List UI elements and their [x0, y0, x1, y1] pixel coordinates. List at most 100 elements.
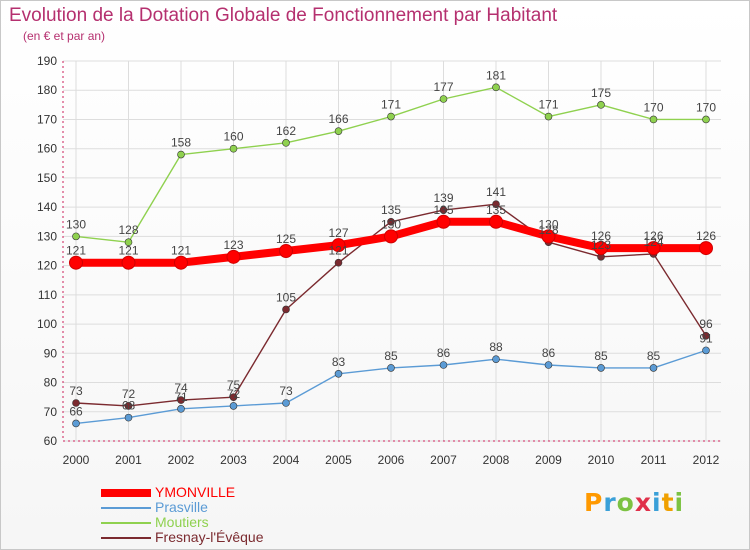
data-label: 85	[594, 349, 608, 363]
data-label: 127	[328, 226, 348, 240]
y-tick-label: 180	[37, 83, 57, 97]
data-label: 162	[276, 124, 296, 138]
data-label: 130	[66, 217, 86, 231]
legend-label: Prasville	[155, 499, 208, 515]
data-point	[702, 346, 710, 355]
data-point	[597, 101, 605, 109]
data-point	[121, 255, 136, 270]
legend-swatch	[101, 489, 151, 497]
data-point	[649, 115, 658, 124]
series-lines	[69, 83, 713, 428]
data-point	[699, 241, 713, 256]
data-label: 171	[381, 98, 401, 112]
data-point	[72, 419, 80, 428]
data-point	[436, 214, 451, 229]
data-point	[646, 241, 661, 256]
data-point	[384, 229, 398, 244]
data-label: 121	[66, 244, 86, 258]
data-label: 123	[591, 238, 611, 252]
data-label: 121	[171, 244, 191, 258]
data-point	[177, 405, 185, 413]
x-tick-label: 2001	[115, 453, 142, 467]
data-point	[174, 255, 188, 270]
y-tick-label: 150	[37, 171, 57, 185]
x-tick-label: 2006	[378, 453, 405, 467]
chart-subtitle: (en € et par an)	[23, 29, 106, 43]
data-point	[124, 413, 133, 422]
data-point	[72, 232, 80, 241]
legend-item: Moutiers	[101, 515, 361, 530]
data-label: 72	[227, 387, 241, 401]
data-label: 126	[643, 229, 663, 243]
x-tick-label: 2005	[325, 453, 352, 467]
data-label: 135	[381, 203, 401, 217]
x-tick-label: 2002	[168, 453, 195, 467]
legend-swatch	[101, 522, 151, 524]
data-point	[229, 393, 238, 401]
y-tick-label: 100	[37, 317, 57, 331]
data-point	[226, 249, 241, 264]
data-label: 160	[223, 130, 243, 144]
data-point	[387, 112, 395, 121]
data-label: 128	[538, 223, 558, 237]
data-label: 141	[486, 185, 506, 199]
y-tick-label: 170	[37, 112, 57, 126]
y-tick-label: 60	[44, 434, 58, 448]
data-point	[177, 150, 185, 159]
data-point	[702, 115, 710, 124]
proxiti-logo: Proxiti	[584, 488, 685, 517]
data-label: 125	[276, 232, 296, 246]
y-tick-label: 160	[37, 142, 57, 156]
data-label: 135	[486, 203, 506, 217]
y-tick-label: 80	[44, 376, 58, 390]
data-point	[282, 139, 290, 147]
data-label: 123	[223, 238, 243, 252]
data-label: 158	[171, 136, 191, 150]
data-label: 91	[699, 331, 713, 345]
data-label: 96	[699, 317, 713, 331]
data-point	[69, 255, 83, 270]
data-point	[229, 144, 238, 153]
data-label: 73	[69, 384, 83, 398]
x-tick-label: 2010	[588, 453, 615, 467]
data-label: 170	[696, 100, 716, 114]
data-point	[387, 364, 395, 372]
x-tick-label: 2012	[693, 453, 720, 467]
data-label: 121	[328, 244, 348, 258]
data-point	[124, 238, 133, 247]
x-tick-label: 2000	[63, 453, 90, 467]
data-label: 126	[591, 229, 611, 243]
data-label: 126	[696, 229, 716, 243]
data-point	[334, 127, 343, 135]
x-tick-label: 2003	[220, 453, 247, 467]
data-point	[439, 361, 448, 369]
chart-legend: YMONVILLE Prasville Moutiers Fresnay-l'Évêq…	[101, 485, 361, 545]
data-label: 121	[118, 244, 138, 258]
data-labels: 121 121 121 123 125 127 130 135 135 130 126 126 126 6…	[66, 68, 716, 418]
data-label: 74	[174, 381, 188, 395]
data-label: 75	[227, 378, 241, 392]
data-label: 166	[328, 112, 348, 126]
data-label: 86	[542, 346, 556, 360]
data-point	[279, 244, 293, 258]
legend-swatch	[101, 537, 151, 539]
data-point	[177, 396, 185, 404]
legend-label: Moutiers	[155, 514, 209, 530]
data-label: 181	[486, 68, 506, 82]
data-label: 68	[122, 399, 136, 413]
data-point	[331, 238, 346, 253]
data-label: 124	[643, 235, 663, 249]
data-label: 105	[276, 290, 296, 304]
data-point	[492, 355, 500, 363]
data-label: 73	[279, 384, 293, 398]
data-label: 130	[538, 217, 558, 231]
chart-title: Evolution de la Dotation Globale de Fonc…	[9, 5, 558, 26]
data-label: 135	[433, 203, 453, 217]
legend-label: YMONVILLE	[155, 484, 236, 500]
x-tick-label: 2011	[641, 453, 667, 467]
legend-item: Fresnay-l'Évêque	[101, 530, 361, 545]
data-point	[594, 241, 608, 256]
data-point	[544, 361, 553, 369]
data-point	[489, 214, 503, 229]
